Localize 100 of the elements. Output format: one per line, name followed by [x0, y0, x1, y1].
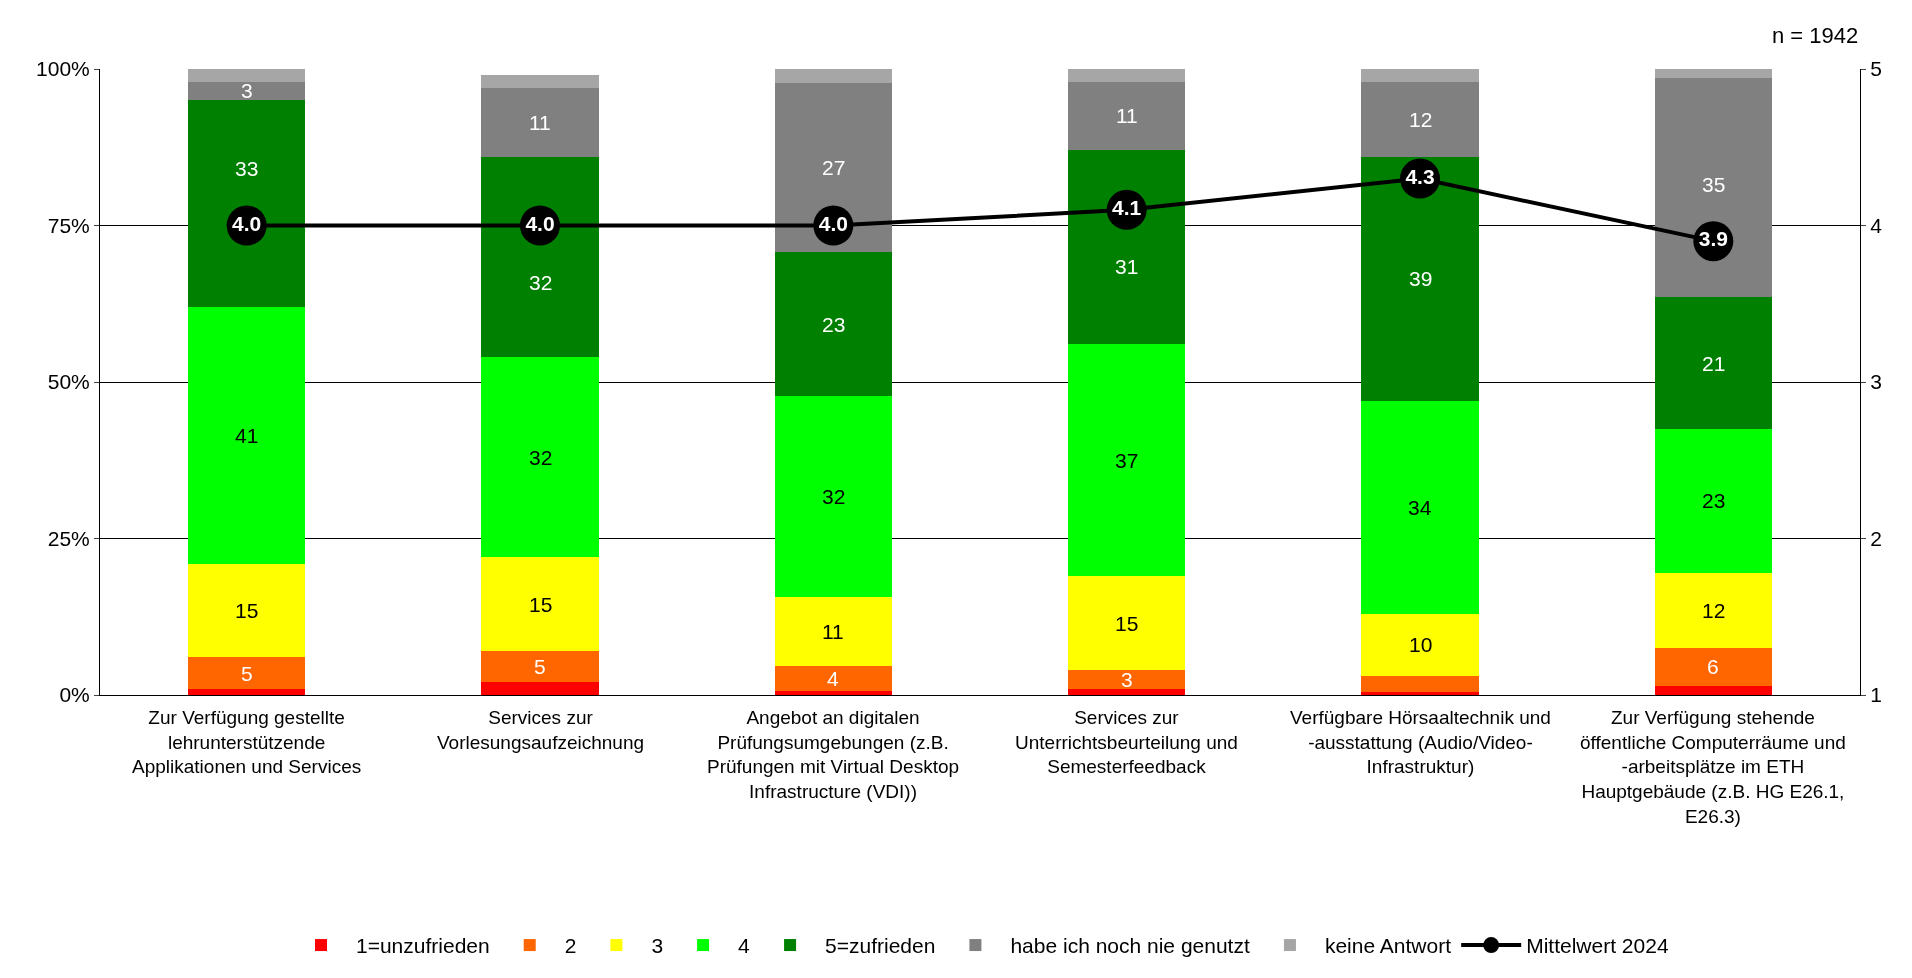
x-tick-label: Services zur Vorlesungsaufzeichnung: [437, 707, 645, 753]
bar: [188, 69, 306, 82]
bar: [1361, 156, 1479, 401]
bar: [774, 690, 892, 695]
data-label: 21: [1702, 352, 1726, 375]
x-tick-label: Zur Verfügung stehende öffentliche Computerräume und -arbeitsplätze im ETH Hauptgebäude (z.B. HG E26.1, E26.3): [1580, 707, 1846, 827]
x-tick-label: Services zur Unterrichtsbeurteilung und Semesterfeedback: [1015, 707, 1238, 778]
bar: [774, 596, 892, 666]
legend-label: 4: [738, 934, 751, 958]
y-tick-label: 100%: [36, 57, 90, 81]
x-tick-label: Verfügbare Hörsaaltechnik und -ausstattung (Audio/Video- Infrastruktur): [1290, 707, 1551, 778]
data-label: 4.0: [818, 211, 848, 235]
legend-label: Mittelwert 2024: [1526, 934, 1669, 958]
data-label: 12: [1702, 599, 1726, 622]
y2-tick-label: 5: [1870, 57, 1882, 81]
data-label: 6: [1707, 655, 1719, 678]
bar: [1361, 69, 1479, 82]
bar: [188, 100, 306, 307]
bar: [1068, 576, 1186, 670]
bar: [481, 356, 599, 558]
data-label: 12: [1409, 108, 1433, 131]
legend-label: 1=unzufrieden: [356, 934, 490, 958]
data-label: 31: [1115, 255, 1139, 278]
data-label: 4: [827, 667, 839, 690]
data-label: 15: [1115, 612, 1139, 635]
legend-label: habe ich noch nie genutzt: [1010, 934, 1250, 958]
bar: [188, 688, 306, 695]
y-tick-label: 0%: [59, 683, 90, 707]
bar: [1361, 676, 1479, 692]
bar: [481, 156, 599, 357]
data-label: 3.9: [1698, 227, 1728, 251]
legend-label: 3: [651, 934, 664, 958]
bar: [1361, 81, 1479, 157]
y-tick-label: 25%: [47, 526, 90, 550]
text: n = 1942: [1772, 23, 1859, 48]
data-label: 4.3: [1405, 164, 1435, 188]
bar: [1654, 572, 1772, 649]
bar: [481, 651, 599, 683]
bar: [1361, 691, 1479, 695]
bar: [1068, 669, 1186, 689]
bar: [1654, 685, 1772, 695]
data-label: 10: [1409, 633, 1433, 656]
data-label: 4.0: [232, 211, 262, 235]
data-label: 5: [241, 662, 253, 685]
x-tick-label: Zur Verfügung gestellte lehrunterstützende Applikationen und Services: [132, 707, 362, 778]
y-tick-label: 50%: [47, 370, 90, 394]
bar: [481, 75, 599, 88]
bar: [1068, 688, 1186, 695]
bar: [1654, 78, 1772, 298]
bar: [1361, 400, 1479, 614]
data-label: 23: [1702, 489, 1726, 512]
bar: [481, 87, 599, 157]
legend-label: 5=zufrieden: [825, 934, 936, 958]
data-label: 4.1: [1112, 196, 1142, 220]
bar: [1361, 613, 1479, 677]
y2-tick-label: 4: [1870, 213, 1883, 237]
data-label: 27: [822, 156, 846, 179]
x-tick-label: Angebot an digitalen Prüfungsumgebungen (z.B. Prüfungen mit Virtual Desktop Infrastructure (VDI)): [707, 707, 960, 803]
bar: [188, 81, 306, 101]
bar: [1068, 81, 1186, 151]
bar: [1068, 150, 1186, 345]
bar: [1654, 297, 1772, 429]
bar: [1068, 344, 1186, 577]
data-label: 39: [1409, 267, 1433, 290]
data-label: 34: [1408, 496, 1432, 519]
bar: [774, 69, 892, 84]
data-label: 41: [235, 424, 259, 447]
bar: [1068, 69, 1186, 82]
bar: [1654, 69, 1772, 79]
bar: [188, 563, 306, 658]
data-label: 15: [529, 593, 553, 616]
bar: [1654, 648, 1772, 686]
bar: [481, 557, 599, 652]
data-label: 15: [235, 599, 259, 622]
data-label: 3: [241, 79, 253, 102]
y2-tick-label: 3: [1870, 370, 1882, 394]
data-label: 11: [1116, 104, 1138, 127]
y2-tick-label: 1: [1870, 683, 1882, 707]
bar: [188, 657, 306, 689]
data-label: 23: [822, 313, 846, 336]
data-label: 33: [235, 157, 259, 180]
y2-tick-label: 2: [1870, 526, 1882, 550]
data-label: 32: [529, 446, 553, 469]
bar: [481, 682, 599, 695]
data-label: 3: [1121, 668, 1133, 691]
data-label: 32: [529, 271, 553, 294]
y-tick-label: 75%: [47, 213, 90, 237]
data-label: 5: [534, 655, 546, 678]
bar: [1654, 428, 1772, 573]
data-label: 11: [529, 111, 551, 134]
data-label: 32: [822, 485, 846, 508]
data-label: 11: [822, 620, 844, 643]
data-label: 4.0: [525, 211, 555, 235]
bar: [188, 306, 306, 564]
data-label: 35: [1702, 173, 1726, 196]
legend-label: keine Antwort: [1324, 934, 1452, 958]
data-label: 37: [1115, 449, 1139, 472]
bar: [774, 665, 892, 691]
bar: [774, 252, 892, 397]
legend-label: 2: [564, 934, 577, 958]
